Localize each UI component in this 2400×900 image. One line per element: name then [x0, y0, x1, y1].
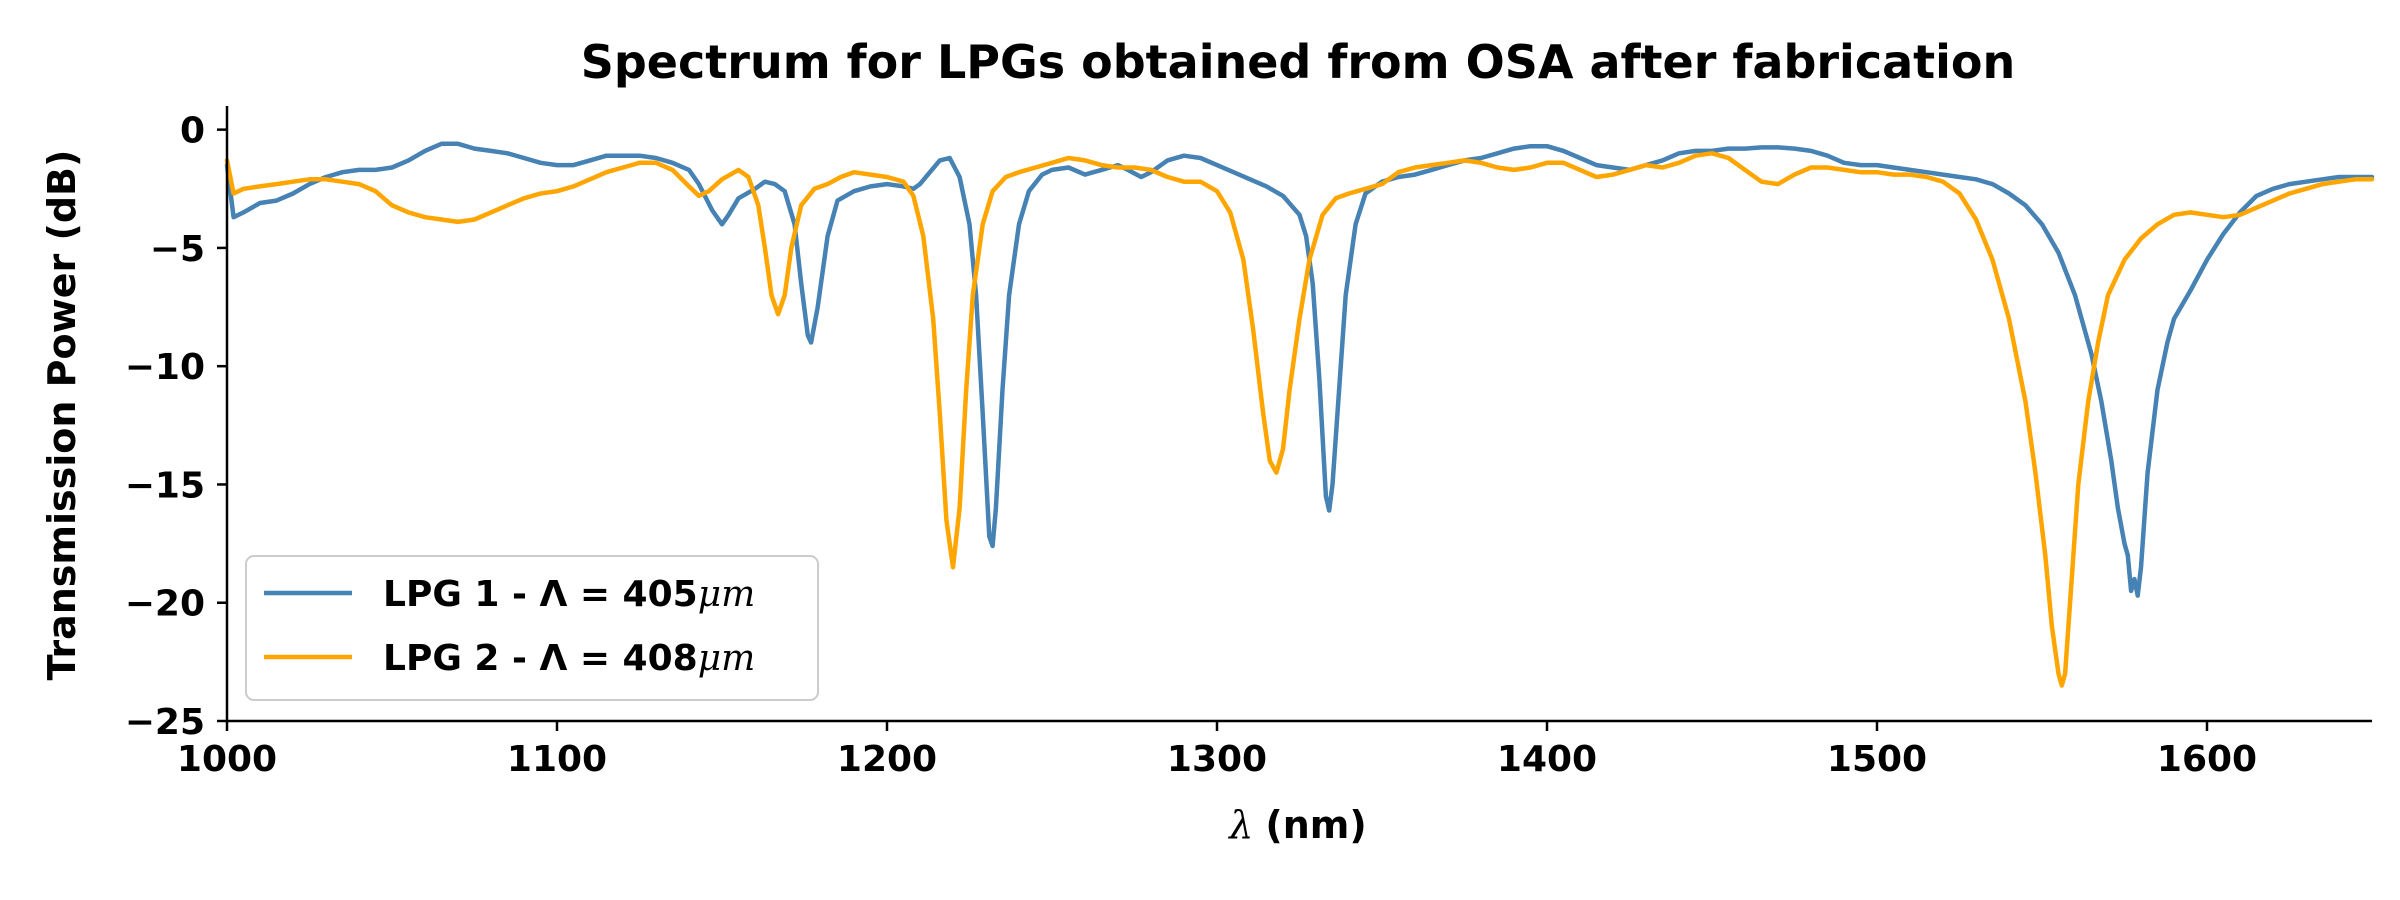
y-tick-label: −5: [150, 229, 205, 270]
y-tick-label: 0: [180, 111, 205, 152]
x-axis-symbol: λ: [1227, 803, 1253, 847]
series-line-lpg1: [224, 141, 2375, 598]
series-line-lpg2: [224, 151, 2375, 688]
x-tick-label: 1300: [1167, 739, 1267, 780]
x-tick-label: 1600: [2157, 739, 2257, 780]
y-tick-label: −25: [125, 702, 205, 743]
legend: LPG 1 - Λ = 405μm LPG 2 - Λ = 408μm: [245, 555, 819, 701]
x-tick-label: 1400: [1497, 739, 1597, 780]
legend-label-lpg2-prefix: LPG 2 - Λ = 408: [383, 638, 698, 679]
y-tick-label: −15: [125, 465, 205, 506]
plot-area: 1000 1100 1200 1300 1400 1500 1600 0 −5 −10 −15 −2…: [125, 106, 2375, 780]
legend-label-lpg1-unit: μm: [698, 574, 756, 615]
x-axis-unit: (nm): [1265, 803, 1366, 847]
x-ticks: 1000 1100 1200 1300 1400 1500 1600: [177, 721, 2257, 780]
y-ticks: 0 −5 −10 −15 −20 −25: [125, 111, 227, 743]
series-group: [224, 141, 2375, 688]
legend-label-lpg2: LPG 2 - Λ = 408μm: [383, 638, 755, 679]
y-tick-label: −10: [125, 347, 205, 388]
x-tick-label: 1500: [1827, 739, 1927, 780]
legend-label-lpg1-prefix: LPG 1 - Λ = 405: [383, 574, 698, 615]
y-tick-label: −20: [125, 584, 205, 625]
x-tick-label: 1000: [177, 739, 277, 780]
x-axis-label: λ (nm): [1227, 803, 1366, 847]
x-tick-label: 1200: [837, 739, 937, 780]
legend-label-lpg2-unit: μm: [698, 638, 756, 679]
chart-title: Spectrum for LPGs obtained from OSA afte…: [581, 35, 2016, 89]
y-axis-label: Transmission Power (dB): [40, 150, 84, 681]
legend-frame: [245, 555, 819, 701]
x-tick-label: 1100: [507, 739, 607, 780]
legend-label-lpg1: LPG 1 - Λ = 405μm: [383, 574, 755, 615]
